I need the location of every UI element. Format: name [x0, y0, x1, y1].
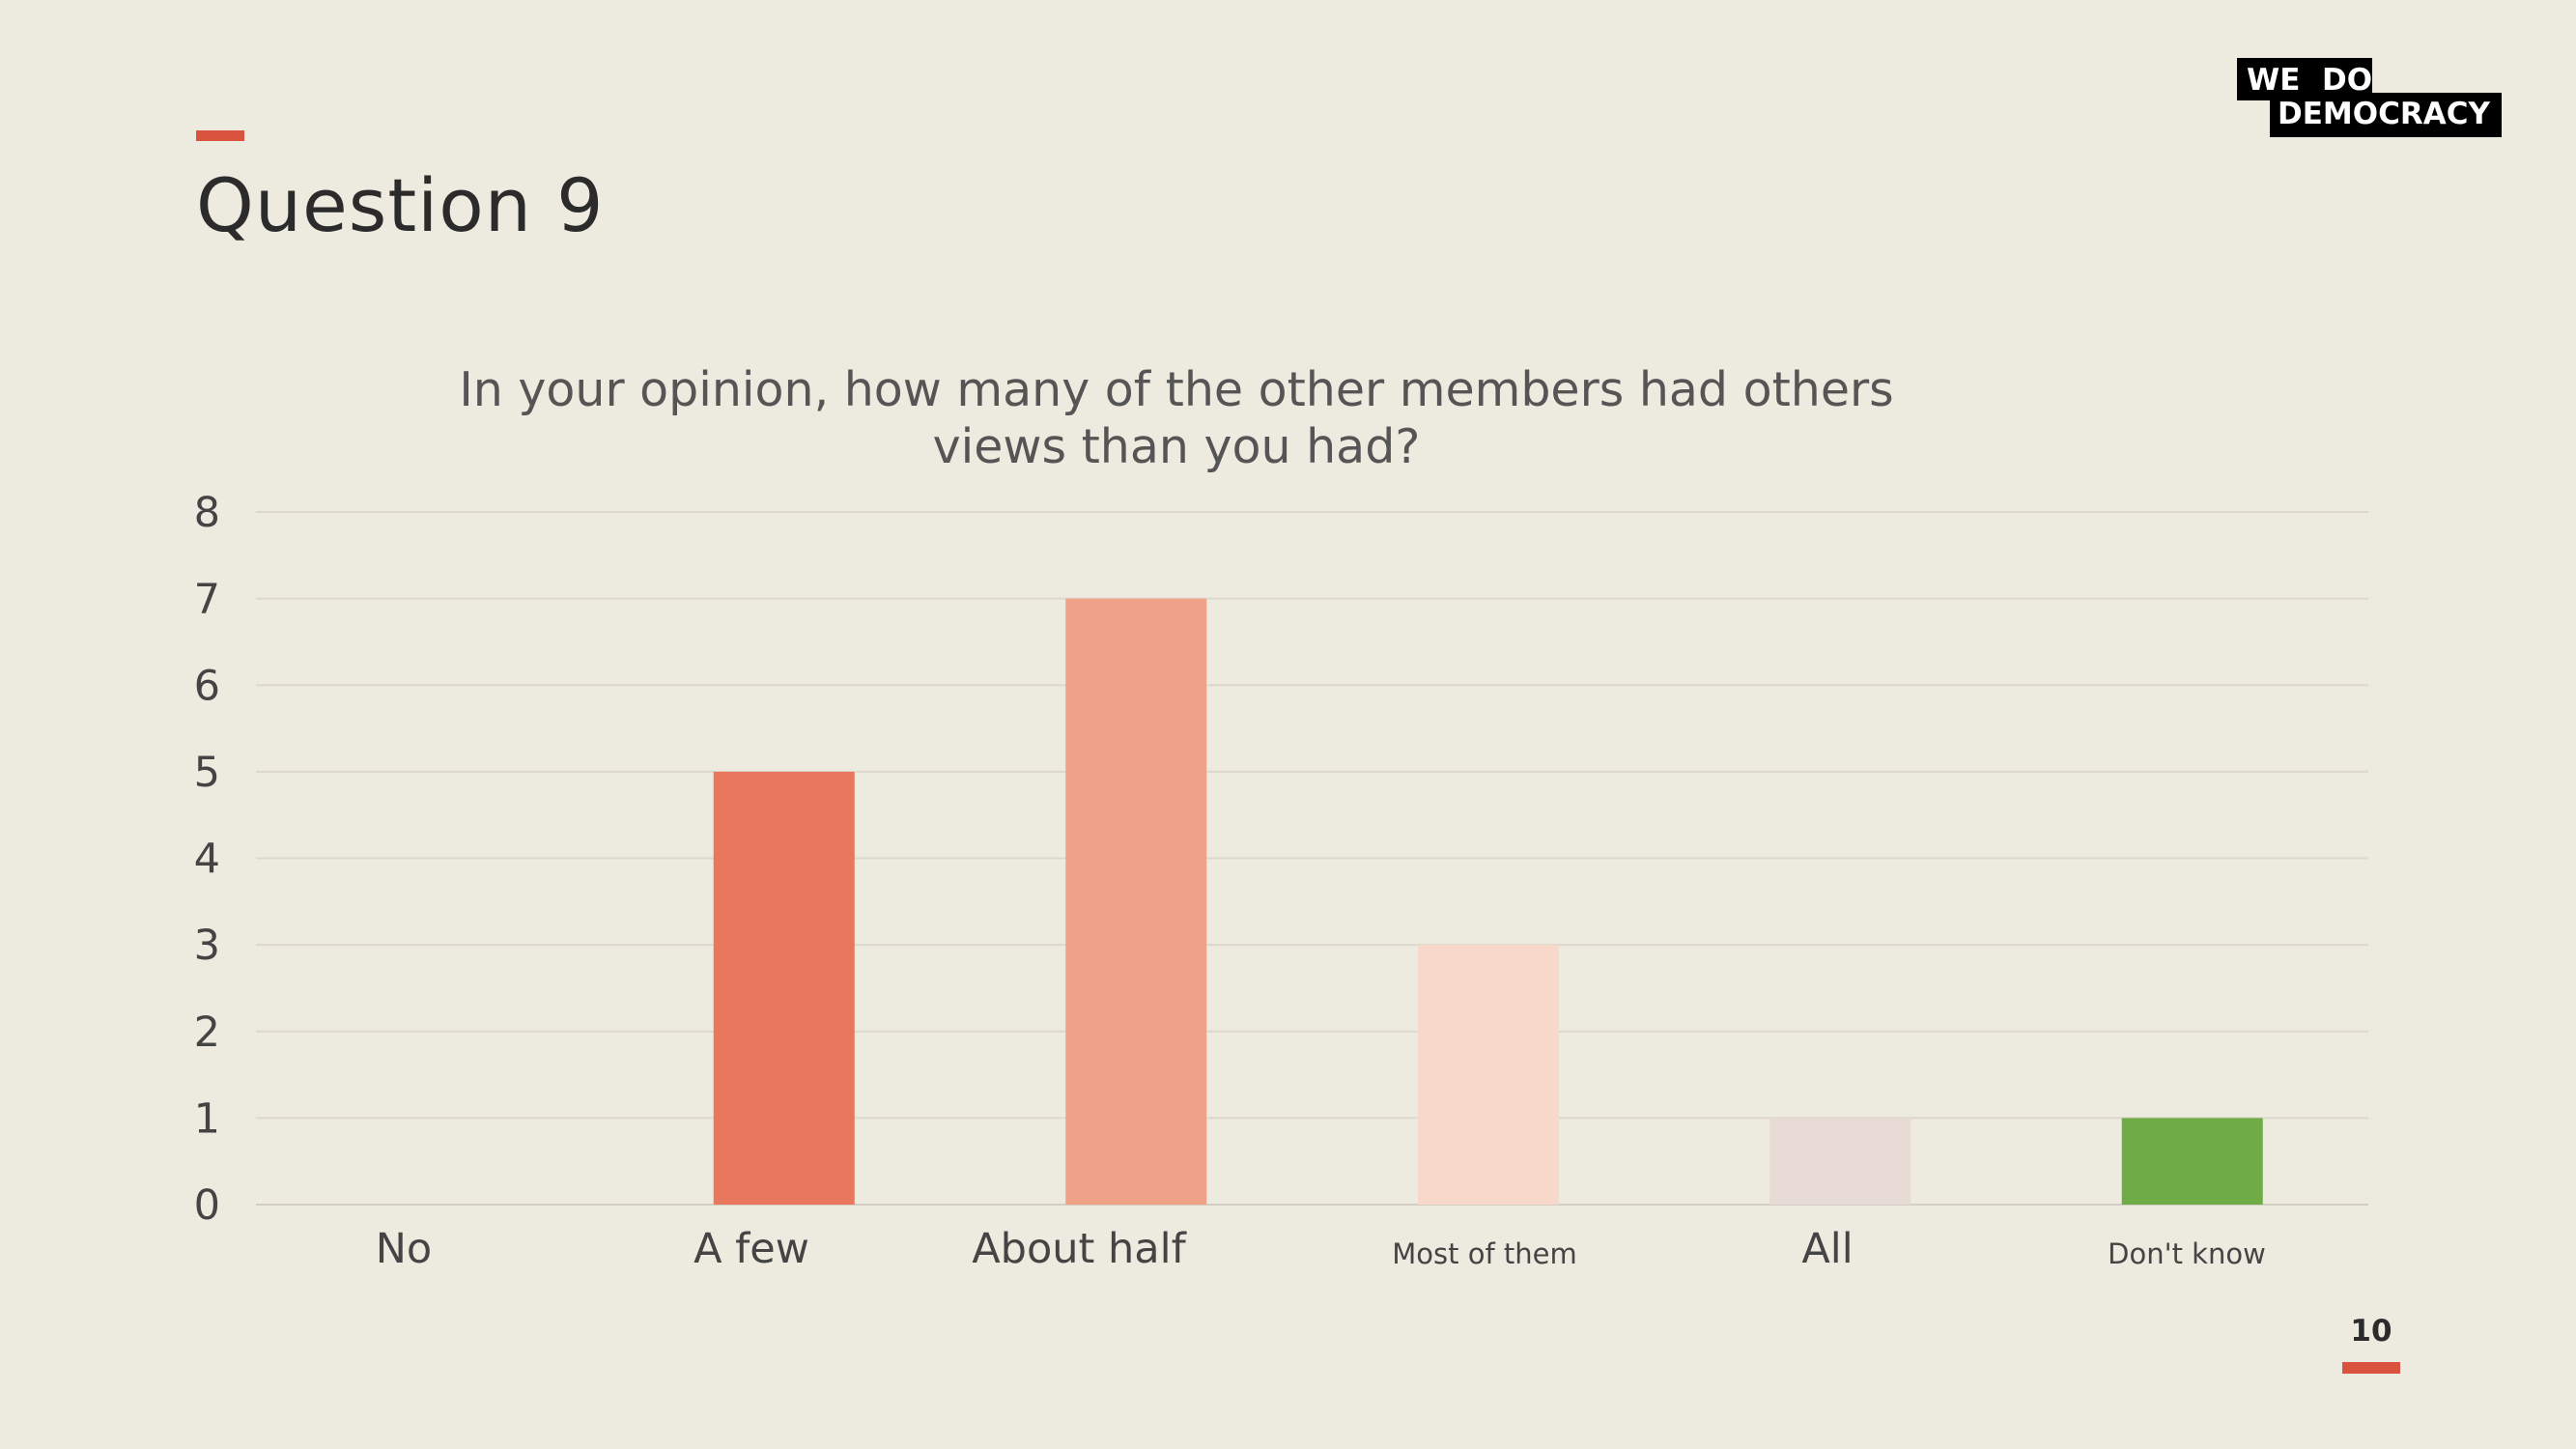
chart-title-line: views than you had? — [933, 419, 1421, 474]
title-accent-bar — [196, 130, 244, 141]
page-accent-bar — [2342, 1362, 2400, 1374]
y-tick-label: 3 — [194, 922, 220, 970]
x-tick-label: Most of them — [1392, 1237, 1576, 1270]
x-axis-labels: No A few About half Most of them All Don't kn… — [376, 1225, 2266, 1273]
we-do-democracy-logo: WE DO DEMOCRACY — [2237, 58, 2502, 137]
x-tick-label: No — [376, 1225, 432, 1273]
logo-text-we: WE — [2247, 63, 2301, 98]
bar — [1065, 598, 1207, 1205]
y-tick-label: 5 — [194, 749, 220, 797]
logo-text-democracy: DEMOCRACY — [2278, 97, 2490, 131]
y-tick-label: 0 — [194, 1181, 220, 1230]
bar — [713, 771, 855, 1205]
bar — [1769, 1118, 1911, 1205]
y-tick-label: 1 — [194, 1094, 220, 1143]
y-tick-label: 2 — [194, 1009, 220, 1057]
chart-bars — [713, 598, 2263, 1205]
chart-title-line: In your opinion, how many of the other m… — [459, 362, 1893, 417]
bar — [2121, 1118, 2263, 1205]
y-tick-label: 6 — [194, 662, 220, 710]
bar — [1417, 945, 1559, 1205]
page-number: 10 — [2350, 1314, 2392, 1349]
logo-text-do: DO — [2322, 63, 2373, 98]
chart-title: In your opinion, how many of the other m… — [459, 362, 1893, 474]
y-tick-label: 7 — [194, 576, 220, 624]
x-tick-label: A few — [694, 1225, 809, 1273]
logo-block-bottom — [2270, 93, 2502, 137]
x-tick-label: About half — [972, 1225, 1186, 1273]
page-title: Question 9 — [196, 162, 605, 248]
x-tick-label: All — [1801, 1225, 1853, 1273]
x-tick-label: Don't know — [2108, 1237, 2266, 1270]
y-tick-label: 8 — [194, 489, 220, 537]
y-tick-label: 4 — [194, 836, 220, 884]
chart-gridlines — [256, 511, 2368, 1206]
y-axis-ticks: 0 1 2 3 4 5 6 7 8 — [194, 489, 220, 1230]
